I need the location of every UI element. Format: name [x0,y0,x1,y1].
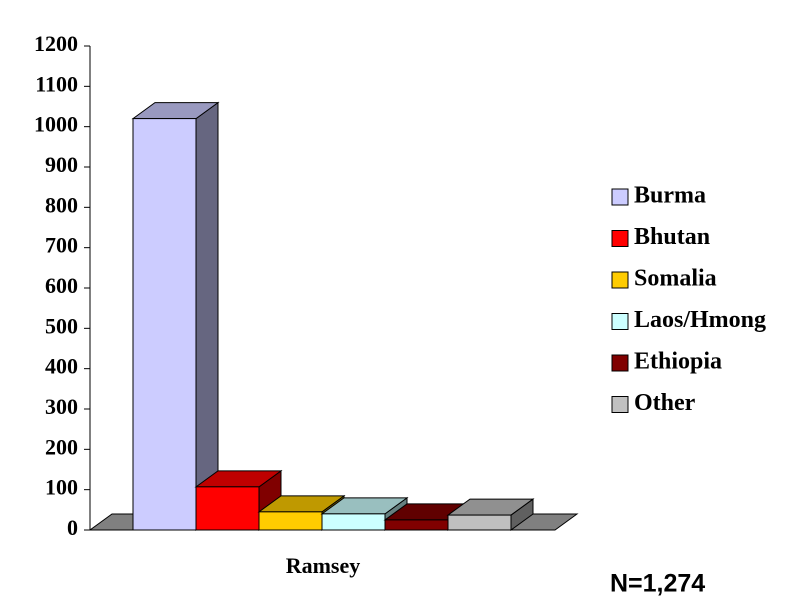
y-tick-label: 500 [45,313,78,338]
legend-label: Somalia [634,266,717,292]
legend-label: Other [634,390,696,416]
y-tick-label: 1100 [35,71,78,96]
annotation: N=1,274 [610,570,705,598]
y-tick-label: 900 [45,152,78,177]
y-tick-label: 100 [45,475,78,500]
y-tick-label: 600 [45,273,78,298]
legend-label: Bhutan [634,224,710,250]
y-tick-label: 700 [45,233,78,258]
legend-swatch [611,188,629,206]
bar-side [195,101,219,531]
y-tick-label: 1000 [34,112,78,137]
legend-swatch [611,396,629,413]
y-tick-label: 800 [45,192,78,217]
y-tick-label: 400 [45,354,78,379]
legend-swatch [611,230,629,247]
legend-swatch [611,313,629,330]
y-tick-label: 0 [67,515,78,540]
bar [384,519,449,531]
bar [321,513,386,531]
legend-label: Laos/Hmong [634,307,766,333]
bar [132,118,197,531]
y-tick-label: 1200 [34,31,78,56]
bar [195,486,260,531]
y-tick-label: 300 [45,394,78,419]
legend-label: Burma [634,183,706,209]
y-tick-label: 200 [45,434,78,459]
bar [447,514,512,531]
legend-swatch [611,271,629,289]
x-tick-label: Ramsey [286,553,361,578]
legend-label: Ethiopia [634,349,722,375]
bar [258,511,323,531]
legend-swatch [611,354,629,372]
